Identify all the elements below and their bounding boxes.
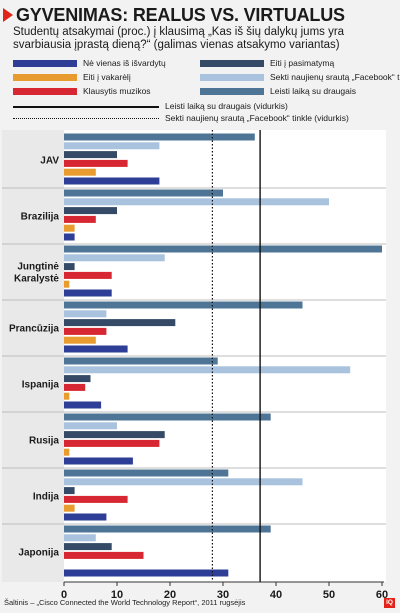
title-triangle-icon <box>3 8 13 22</box>
bar <box>64 478 303 486</box>
bar <box>64 245 382 253</box>
bar <box>64 357 218 365</box>
bar <box>64 142 160 150</box>
legend-label: Eiti į vakarėlį <box>83 72 131 82</box>
bar <box>64 215 96 223</box>
bar <box>64 189 223 197</box>
legend-label: Leisti laiką su draugais <box>270 86 356 96</box>
category-label-line: Japonija <box>18 548 59 559</box>
category-label: Indija <box>33 492 60 503</box>
bar <box>64 469 229 477</box>
category-label: Ispanija <box>22 380 60 391</box>
bar <box>64 310 107 318</box>
legend-item-avg-friends: Leisti laiką su draugais (vidurkis) <box>13 101 393 112</box>
bar <box>64 413 271 421</box>
bar <box>64 177 160 185</box>
bar <box>64 525 271 533</box>
legend-label: Sekti naujienų srautą „Facebook“ tinkle <box>270 72 400 82</box>
title-row: GYVENIMAS: REALUS VS. VIRTUALUS <box>3 5 396 27</box>
legend: Nė vienas iš išvardytų Eiti į pasimatymą… <box>13 58 400 124</box>
legend-label: Sekti naujienų srautą „Facebook“ tinkle … <box>165 113 349 123</box>
bar <box>64 207 117 215</box>
bar <box>64 431 165 439</box>
category-label-line: Prancūzija <box>9 324 59 335</box>
bar <box>64 280 70 288</box>
bar <box>64 168 96 176</box>
bar <box>64 504 75 512</box>
bar <box>64 487 75 495</box>
bar <box>64 345 128 353</box>
category-label: Prancūzija <box>9 324 59 335</box>
category-label-line: Karalystė <box>14 274 59 285</box>
bar <box>64 263 75 271</box>
bar <box>64 271 112 279</box>
bar <box>64 151 117 159</box>
category-label-line: Jungtinė <box>17 262 59 273</box>
bar <box>64 159 128 167</box>
legend-label: Nė vienas iš išvardytų <box>83 58 166 68</box>
category-label-line: Brazilija <box>21 212 60 223</box>
bar <box>64 133 255 141</box>
category-label-line: Ispanija <box>22 380 60 391</box>
source-note: Šaltinis – „Cisco Connected the World Te… <box>4 598 246 607</box>
chart-title: GYVENIMAS: REALUS VS. VIRTUALUS <box>16 5 345 25</box>
bar <box>64 513 107 521</box>
legend-swatch <box>200 74 264 81</box>
iq-logo: IQ <box>384 598 395 608</box>
bar <box>64 327 107 335</box>
bar <box>64 448 70 456</box>
x-tick-label: 0 <box>61 589 67 601</box>
bar <box>64 375 91 383</box>
chart-subtitle: Studentų atsakymai (proc.) į klausimą „K… <box>13 26 345 51</box>
x-tick-label: 10 <box>111 589 123 601</box>
bar <box>64 224 75 232</box>
bar <box>64 569 229 577</box>
x-tick-label: 50 <box>323 589 335 601</box>
bar <box>64 336 96 344</box>
category-label-line: Indija <box>33 492 60 503</box>
x-tick-label: 20 <box>164 589 176 601</box>
bar <box>64 422 117 430</box>
bar <box>64 289 112 297</box>
category-label-line: JAV <box>40 156 59 167</box>
bar <box>64 401 102 409</box>
bar <box>64 254 165 262</box>
legend-swatch <box>13 74 77 81</box>
legend-dotted-line <box>13 118 159 119</box>
category-label: Rusija <box>29 436 59 447</box>
bar <box>64 301 303 309</box>
x-tick-label: 30 <box>217 589 229 601</box>
legend-label: Klausytis muzikos <box>83 86 151 96</box>
bar <box>64 366 351 374</box>
legend-swatch <box>13 60 77 67</box>
bar <box>64 551 144 559</box>
legend-solid-line <box>13 106 159 108</box>
bar <box>64 439 160 447</box>
bar <box>64 457 133 465</box>
category-label: Jungtinė Karalystė <box>14 262 59 285</box>
bar <box>64 534 96 542</box>
legend-swatch <box>13 88 77 95</box>
legend-swatch <box>200 60 264 67</box>
legend-label: Leisti laiką su draugais (vidurkis) <box>165 101 288 111</box>
category-label: Japonija <box>18 548 59 559</box>
x-tick-label: 40 <box>270 589 282 601</box>
legend-label: Eiti į pasimatymą <box>270 58 335 68</box>
bar <box>64 319 176 327</box>
category-label-line: Rusija <box>29 436 59 447</box>
bar <box>64 543 112 551</box>
category-label: JAV <box>40 156 59 167</box>
bar <box>64 392 70 400</box>
bar <box>64 198 329 206</box>
bar <box>64 495 128 503</box>
legend-swatch <box>200 88 264 95</box>
legend-item-avg-facebook: Sekti naujienų srautą „Facebook“ tinkle … <box>13 113 393 124</box>
category-label: Brazilija <box>21 212 60 223</box>
bar <box>64 233 75 241</box>
bar <box>64 383 86 391</box>
